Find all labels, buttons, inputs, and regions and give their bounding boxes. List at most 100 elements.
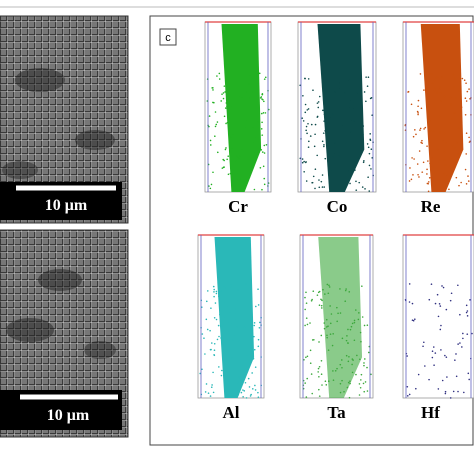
map-dot [253,348,256,351]
map-dot [465,183,468,185]
map-dot [322,288,324,291]
map-dot [329,129,332,132]
map-dot [220,374,223,377]
map-dot [444,164,447,166]
map-dot [263,177,266,180]
map-dot [364,188,366,190]
map-dot [446,174,449,177]
map-dot [339,391,342,394]
map-dot [240,391,243,394]
element-label: Cr [228,197,248,216]
map-dot [323,113,326,116]
map-dot [324,293,326,295]
map-dot [261,93,264,96]
map-dot [426,168,428,171]
map-dot [465,100,468,102]
map-dot [414,129,416,131]
map-dot [317,101,320,103]
map-dot [328,286,331,288]
map-dot [206,328,209,331]
map-dot [348,102,350,105]
map-dot [258,327,261,329]
map-dot [352,359,354,361]
map-dot [226,370,228,373]
map-dot [214,302,217,304]
map-dot [349,106,351,109]
map-dot [467,175,469,177]
map-dot [337,312,339,315]
map-dot [211,87,213,89]
map-dot [332,113,334,115]
map-dot [415,387,417,390]
map-dot [325,326,328,328]
map-dot [334,369,337,372]
map-dot [436,91,438,94]
map-dot [463,391,465,394]
map-dense-region [420,24,464,192]
map-dot [242,389,244,391]
map-dot [468,136,470,139]
map-dot [302,94,304,97]
map-dot [212,101,214,104]
map-dot [446,376,448,378]
map-dot [457,153,460,155]
map-dot [468,88,470,90]
map-dot [426,173,428,175]
map-dot [326,336,328,339]
map-dot [223,317,226,320]
map-dot [242,355,245,358]
map-dot [226,121,229,124]
map-dot [419,127,422,130]
map-dot [441,379,444,382]
map-dot [221,167,224,169]
map-dot [348,355,350,358]
map-dot [433,89,436,92]
map-dot [357,318,360,321]
map-dot [310,123,313,126]
map-dot [212,285,215,288]
map-dot [370,373,372,376]
map-dot [365,76,367,78]
map-dot [260,128,263,130]
map-dot [327,349,330,351]
map-dot [334,91,336,93]
map-dot [426,182,429,185]
map-dot [264,76,267,79]
map-dot [449,157,452,159]
map-dense-region [318,237,363,398]
map-dot [356,354,358,357]
map-dot [321,384,323,386]
map-dot [306,377,309,380]
map-dot [359,358,361,361]
map-dot [339,87,341,90]
panel-label-box [159,28,177,46]
map-dot [369,97,372,100]
map-dot [464,168,467,171]
map-dot [303,358,305,361]
map-dot [199,372,201,375]
map-dot [229,339,232,342]
map-dot [224,357,227,360]
map-dot [225,345,228,348]
map-dot [205,300,208,303]
map-dot [209,144,212,146]
map-dot [471,332,473,335]
map-dot [314,168,317,170]
map-dot [312,175,315,178]
map-dot [211,384,213,386]
map-dot [304,111,307,114]
map-dot [326,145,329,147]
map-dot [263,183,266,186]
map-dot [257,304,260,306]
map-dot [257,288,259,291]
map-dot [265,144,268,146]
map-dot [304,308,306,311]
map-dot [237,156,239,159]
map-dot [449,299,452,302]
map-dot [225,122,227,125]
map-dot [263,144,266,147]
map-dot [465,304,468,307]
map-dot [248,386,251,388]
map-dot [232,378,235,380]
map-dot [332,370,334,372]
